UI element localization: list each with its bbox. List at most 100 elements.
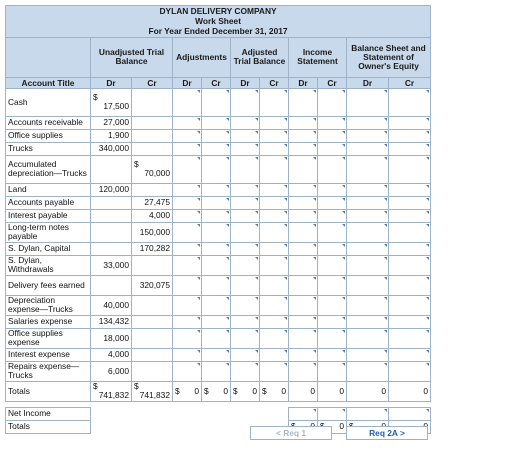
adjusted-cr-input[interactable] — [259, 254, 289, 276]
adjusted-dr-input[interactable] — [230, 87, 260, 117]
adjusted-dr-input[interactable] — [230, 195, 260, 210]
income-cr-input[interactable] — [317, 294, 347, 316]
adj-cr-input[interactable] — [201, 182, 231, 197]
adjusted-cr-input[interactable] — [259, 241, 289, 256]
adj-cr-input[interactable] — [201, 294, 231, 316]
adj-dr-input[interactable] — [172, 314, 202, 329]
balance-cr-input[interactable] — [387, 314, 432, 329]
prev-req-button[interactable]: < Req 1 — [250, 426, 332, 440]
adj-cr-input[interactable] — [201, 154, 231, 184]
adjusted-cr-input[interactable] — [259, 87, 289, 117]
income-cr-input[interactable] — [317, 274, 347, 296]
net-income-income-dr[interactable] — [288, 406, 318, 421]
adj-cr-input[interactable] — [201, 254, 231, 276]
adj-dr-input[interactable] — [172, 154, 202, 184]
balance-cr-input[interactable] — [387, 274, 432, 296]
adjusted-dr-input[interactable] — [230, 154, 260, 184]
balance-cr-input[interactable] — [387, 241, 432, 256]
next-req-button[interactable]: Req 2A > — [346, 426, 428, 440]
income-cr-input[interactable] — [317, 195, 347, 210]
balance-dr-input[interactable] — [346, 347, 389, 362]
adjusted-dr-input[interactable] — [230, 360, 260, 382]
income-dr-input[interactable] — [288, 241, 318, 256]
balance-dr-input[interactable] — [346, 274, 389, 296]
adj-dr-input[interactable] — [172, 141, 202, 156]
balance-dr-input[interactable] — [346, 327, 389, 349]
income-cr-input[interactable] — [317, 87, 347, 117]
adjusted-dr-input[interactable] — [230, 347, 260, 362]
income-cr-input[interactable] — [317, 327, 347, 349]
adj-cr-input[interactable] — [201, 195, 231, 210]
income-dr-input[interactable] — [288, 115, 318, 130]
adjusted-dr-input[interactable] — [230, 314, 260, 329]
adj-cr-input[interactable] — [201, 128, 231, 143]
balance-dr-input[interactable] — [346, 208, 389, 223]
adj-cr-input[interactable] — [201, 347, 231, 362]
balance-cr-input[interactable] — [387, 327, 432, 349]
income-dr-input[interactable] — [288, 154, 318, 184]
balance-cr-input[interactable] — [387, 254, 432, 276]
income-dr-input[interactable] — [288, 327, 318, 349]
income-dr-input[interactable] — [288, 221, 318, 243]
income-cr-input[interactable] — [317, 241, 347, 256]
balance-cr-input[interactable] — [387, 128, 432, 143]
balance-cr-input[interactable] — [387, 154, 432, 184]
adj-dr-input[interactable] — [172, 294, 202, 316]
balance-cr-input[interactable] — [387, 141, 432, 156]
adjusted-cr-input[interactable] — [259, 128, 289, 143]
adjusted-cr-input[interactable] — [259, 274, 289, 296]
adj-cr-input[interactable] — [201, 241, 231, 256]
balance-cr-input[interactable] — [387, 182, 432, 197]
adjusted-cr-input[interactable] — [259, 115, 289, 130]
balance-dr-input[interactable] — [346, 195, 389, 210]
balance-cr-input[interactable] — [387, 208, 432, 223]
adj-dr-input[interactable] — [172, 221, 202, 243]
adj-dr-input[interactable] — [172, 87, 202, 117]
income-dr-input[interactable] — [288, 182, 318, 197]
adjusted-cr-input[interactable] — [259, 294, 289, 316]
adjusted-cr-input[interactable] — [259, 208, 289, 223]
adj-cr-input[interactable] — [201, 314, 231, 329]
adj-dr-input[interactable] — [172, 254, 202, 276]
adj-cr-input[interactable] — [201, 360, 231, 382]
balance-dr-input[interactable] — [346, 115, 389, 130]
balance-dr-input[interactable] — [346, 182, 389, 197]
adj-dr-input[interactable] — [172, 347, 202, 362]
balance-dr-input[interactable] — [346, 87, 389, 117]
adj-dr-input[interactable] — [172, 195, 202, 210]
adjusted-cr-input[interactable] — [259, 141, 289, 156]
balance-dr-input[interactable] — [346, 241, 389, 256]
income-dr-input[interactable] — [288, 128, 318, 143]
adj-dr-input[interactable] — [172, 208, 202, 223]
income-dr-input[interactable] — [288, 347, 318, 362]
adj-cr-input[interactable] — [201, 327, 231, 349]
adj-dr-input[interactable] — [172, 274, 202, 296]
adjusted-dr-input[interactable] — [230, 294, 260, 316]
income-cr-input[interactable] — [317, 115, 347, 130]
net-income-balance-cr[interactable] — [387, 406, 432, 421]
adj-dr-input[interactable] — [172, 128, 202, 143]
adj-cr-input[interactable] — [201, 208, 231, 223]
balance-cr-input[interactable] — [387, 347, 432, 362]
income-dr-input[interactable] — [288, 314, 318, 329]
adjusted-cr-input[interactable] — [259, 154, 289, 184]
income-dr-input[interactable] — [288, 141, 318, 156]
income-cr-input[interactable] — [317, 154, 347, 184]
income-dr-input[interactable] — [288, 294, 318, 316]
adj-dr-input[interactable] — [172, 241, 202, 256]
adj-cr-input[interactable] — [201, 115, 231, 130]
income-dr-input[interactable] — [288, 195, 318, 210]
net-income-income-cr[interactable] — [317, 406, 347, 421]
adjusted-dr-input[interactable] — [230, 327, 260, 349]
adjusted-dr-input[interactable] — [230, 221, 260, 243]
balance-cr-input[interactable] — [387, 360, 432, 382]
adj-dr-input[interactable] — [172, 182, 202, 197]
adjusted-dr-input[interactable] — [230, 208, 260, 223]
adj-dr-input[interactable] — [172, 327, 202, 349]
adjusted-dr-input[interactable] — [230, 128, 260, 143]
income-cr-input[interactable] — [317, 128, 347, 143]
adj-dr-input[interactable] — [172, 115, 202, 130]
balance-dr-input[interactable] — [346, 294, 389, 316]
income-cr-input[interactable] — [317, 360, 347, 382]
income-cr-input[interactable] — [317, 208, 347, 223]
